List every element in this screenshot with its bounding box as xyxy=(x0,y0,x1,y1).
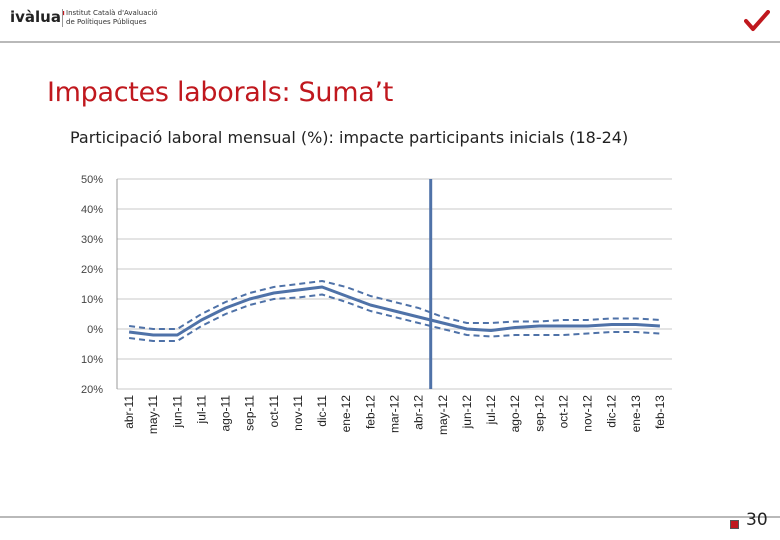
x-tick-label: ene-13 xyxy=(629,395,643,433)
x-tick-label: nov-12 xyxy=(581,395,595,432)
x-tick-label: sep-11 xyxy=(243,395,257,431)
series-line-upper-bound xyxy=(128,280,660,330)
header-divider xyxy=(0,41,780,43)
chart-grid xyxy=(116,178,672,390)
line-chart: 20% 10% 0% 10% 20% 30% 40% 50% abr-11 may-11 jun-… xyxy=(81,174,672,435)
x-tick-label: ago-12 xyxy=(508,395,522,433)
x-tick-label: may-12 xyxy=(436,395,450,435)
x-tick-label: ago-11 xyxy=(219,395,233,432)
x-tick-label: jun-12 xyxy=(460,395,474,430)
page-marker-icon xyxy=(730,520,739,529)
org-line-2: de Polítiques Públiques xyxy=(66,18,147,26)
y-tick-label: 10% xyxy=(81,354,103,366)
y-tick-label: 20% xyxy=(81,264,103,276)
series-line-lower-bound xyxy=(128,293,660,342)
x-tick-label: feb-13 xyxy=(653,395,667,429)
x-tick-label: may-11 xyxy=(146,395,160,434)
ivalua-logo: ivàlua' xyxy=(10,8,66,26)
x-axis-labels: abr-11 may-11 jun-11 jul-11 ago-11 sep-11 oct-… xyxy=(122,395,667,435)
y-tick-label: 40% xyxy=(81,204,103,216)
organization-name: Institut Català d'Avaluació de Polítique… xyxy=(62,9,158,27)
x-tick-label: sep-12 xyxy=(532,395,546,432)
x-tick-label: abr-12 xyxy=(412,395,426,430)
chart-series xyxy=(128,280,660,342)
footer-divider xyxy=(0,516,780,518)
x-tick-label: mar-12 xyxy=(388,395,402,433)
y-tick-label: 50% xyxy=(81,174,103,186)
y-axis-labels: 20% 10% 0% 10% 20% 30% 40% 50% xyxy=(81,174,103,396)
x-tick-label: abr-11 xyxy=(122,395,136,429)
x-tick-label: dic-12 xyxy=(605,395,619,428)
x-tick-label: feb-12 xyxy=(363,395,377,429)
x-tick-label: oct-11 xyxy=(267,395,281,428)
series-line-estimate xyxy=(128,285,660,337)
checkmark-icon xyxy=(744,10,770,31)
page-number: 30 xyxy=(746,510,768,530)
org-line-1: Institut Català d'Avaluació xyxy=(66,9,158,17)
chart-title: Participació laboral mensual (%): impact… xyxy=(70,128,629,147)
x-tick-label: jul-12 xyxy=(484,395,498,426)
y-tick-label: 20% xyxy=(81,384,103,396)
y-tick-label: 30% xyxy=(81,234,103,246)
x-tick-label: dic-11 xyxy=(315,395,329,427)
y-tick-label: 10% xyxy=(81,294,103,306)
x-tick-label: ene-12 xyxy=(339,395,353,433)
slide-title: Impactes laborals: Suma’t xyxy=(47,77,394,108)
x-tick-label: oct-12 xyxy=(556,395,570,429)
x-tick-label: nov-11 xyxy=(291,395,305,431)
y-tick-label: 0% xyxy=(87,324,103,336)
x-tick-label: jun-11 xyxy=(170,395,184,429)
slide-header: ivàlua' Institut Català d'Avaluació de P… xyxy=(0,0,780,44)
x-tick-label: jul-11 xyxy=(194,395,208,425)
